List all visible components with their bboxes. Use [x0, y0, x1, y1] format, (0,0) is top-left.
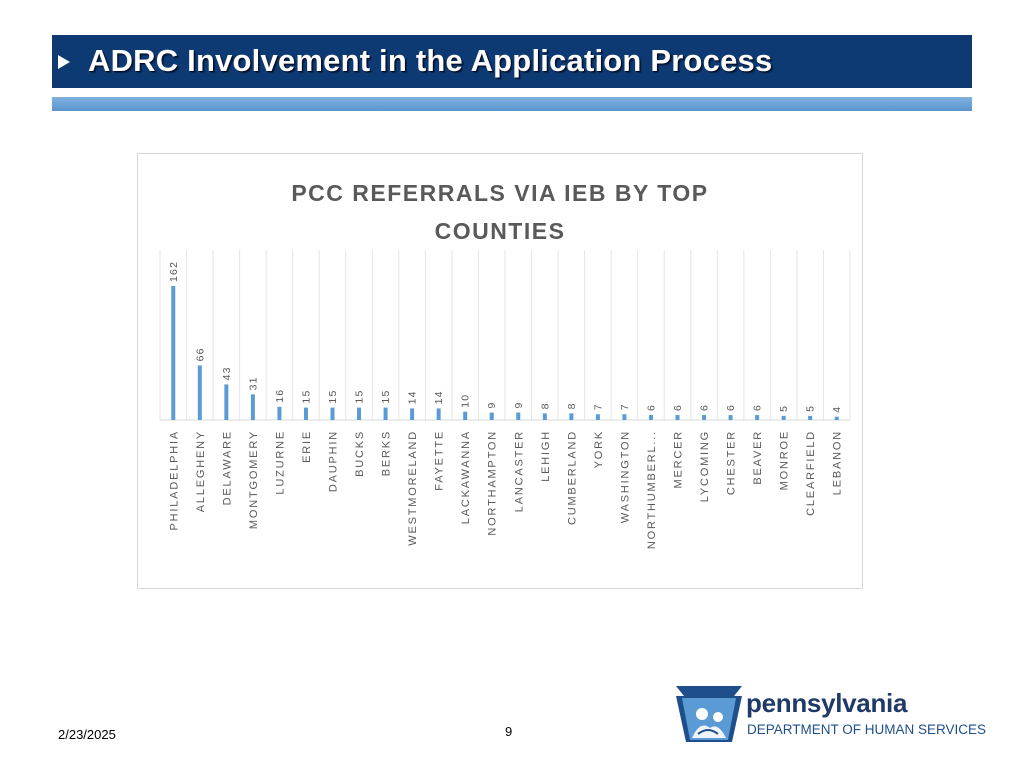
brand-name: pennsylvania — [746, 688, 908, 718]
data-label: 162 — [168, 261, 180, 282]
bar-dauphin — [330, 407, 335, 420]
data-label: 43 — [221, 366, 233, 380]
bar-washington — [622, 414, 627, 420]
bar-northumberl- — [648, 415, 653, 420]
category-label: LANCASTER — [513, 430, 525, 512]
arrow-bullet-icon — [58, 55, 70, 69]
data-label: 8 — [539, 402, 551, 409]
bar-york — [595, 414, 600, 420]
category-label: WASHINGTON — [619, 430, 631, 523]
category-label: PHILADELPHIA — [168, 430, 180, 530]
data-label: 16 — [274, 389, 286, 403]
bar-westmoreland — [410, 408, 415, 420]
bar-lehigh — [542, 413, 547, 420]
category-label: BERKS — [381, 430, 393, 476]
data-label: 6 — [699, 404, 711, 411]
category-label: LYCOMING — [699, 430, 711, 502]
category-label: NORTHUMBERL... — [646, 430, 658, 549]
data-label: 6 — [725, 404, 737, 411]
data-label: 10 — [460, 394, 472, 408]
bar-philadelphia — [171, 286, 176, 420]
bar-lycoming — [702, 415, 707, 420]
data-label: 14 — [433, 390, 445, 404]
chart-title: PCC REFERRALS VIA IEB BY TOP COUNTIES — [291, 180, 709, 244]
title-bar: ADRC Involvement in the Application Proc… — [52, 35, 972, 88]
data-label: 66 — [194, 347, 206, 361]
footer-date: 2/23/2025 — [58, 727, 116, 742]
category-label: MONTGOMERY — [248, 430, 260, 529]
data-label: 6 — [672, 404, 684, 411]
bar-montgomery — [250, 394, 255, 420]
bar-monroe — [781, 415, 786, 420]
category-label: CLEARFIELD — [805, 430, 817, 516]
bar-erie — [303, 407, 308, 420]
bar-chester — [728, 415, 733, 420]
slide-title: ADRC Involvement in the Application Proc… — [88, 43, 773, 78]
category-label: LACKAWANNA — [460, 430, 472, 524]
category-label: ERIE — [301, 430, 313, 463]
page-number: 9 — [505, 724, 513, 739]
category-label: MERCER — [673, 430, 685, 488]
category-label: CHESTER — [726, 430, 738, 495]
data-label: 7 — [619, 403, 631, 410]
data-label: 4 — [831, 406, 843, 413]
data-label: 15 — [327, 389, 339, 403]
bar-clearfield — [808, 415, 813, 420]
data-label: 14 — [407, 390, 419, 404]
bar-berks — [383, 407, 388, 420]
category-label: DAUPHIN — [328, 430, 340, 492]
category-label: LEBANON — [832, 430, 844, 495]
data-label: 9 — [513, 402, 525, 409]
category-label: YORK — [593, 430, 605, 468]
bar-allegheny — [197, 365, 202, 420]
bar-beaver — [755, 415, 760, 420]
category-label: BUCKS — [354, 430, 366, 477]
accent-bar — [52, 97, 972, 111]
bar-lebanon — [834, 416, 839, 420]
keystone-logo-icon — [676, 686, 742, 742]
brand-department: DEPARTMENT OF HUMAN SERVICES — [747, 722, 987, 737]
category-label: BEAVER — [752, 430, 764, 485]
bar-chart: 162PHILADELPHIA66ALLEGHENY43DELAWARE31MO… — [159, 250, 851, 549]
bar-luzurne — [277, 406, 282, 420]
data-label: 15 — [380, 389, 392, 403]
data-label: 15 — [300, 389, 312, 403]
data-label: 5 — [778, 405, 790, 412]
bar-northampton — [489, 412, 494, 420]
category-label: CUMBERLAND — [566, 430, 578, 525]
category-label: MONROE — [779, 430, 791, 490]
bar-delaware — [224, 384, 229, 420]
data-label: 9 — [486, 402, 498, 409]
bar-cumberland — [569, 413, 574, 420]
category-label: WESTMORELAND — [407, 430, 419, 546]
bar-lackawanna — [463, 411, 468, 420]
data-label: 8 — [566, 402, 578, 409]
chart-container: PCC REFERRALS VIA IEB BY TOP COUNTIES 16… — [137, 153, 863, 589]
data-label: 7 — [592, 403, 604, 410]
category-label: LUZURNE — [274, 430, 286, 495]
bar-bucks — [357, 407, 362, 420]
data-label: 5 — [805, 405, 817, 412]
data-label: 31 — [247, 376, 259, 390]
data-label: 6 — [645, 404, 657, 411]
data-label: 15 — [354, 389, 366, 403]
category-label: LEHIGH — [540, 430, 552, 482]
bar-fayette — [436, 408, 441, 420]
data-label: 6 — [752, 404, 764, 411]
category-label: DELAWARE — [221, 430, 233, 505]
category-label: ALLEGHENY — [195, 430, 207, 512]
category-label: NORTHAMPTON — [487, 430, 499, 536]
category-label: FAYETTE — [434, 430, 446, 491]
bar-mercer — [675, 415, 680, 420]
bar-lancaster — [516, 412, 521, 420]
